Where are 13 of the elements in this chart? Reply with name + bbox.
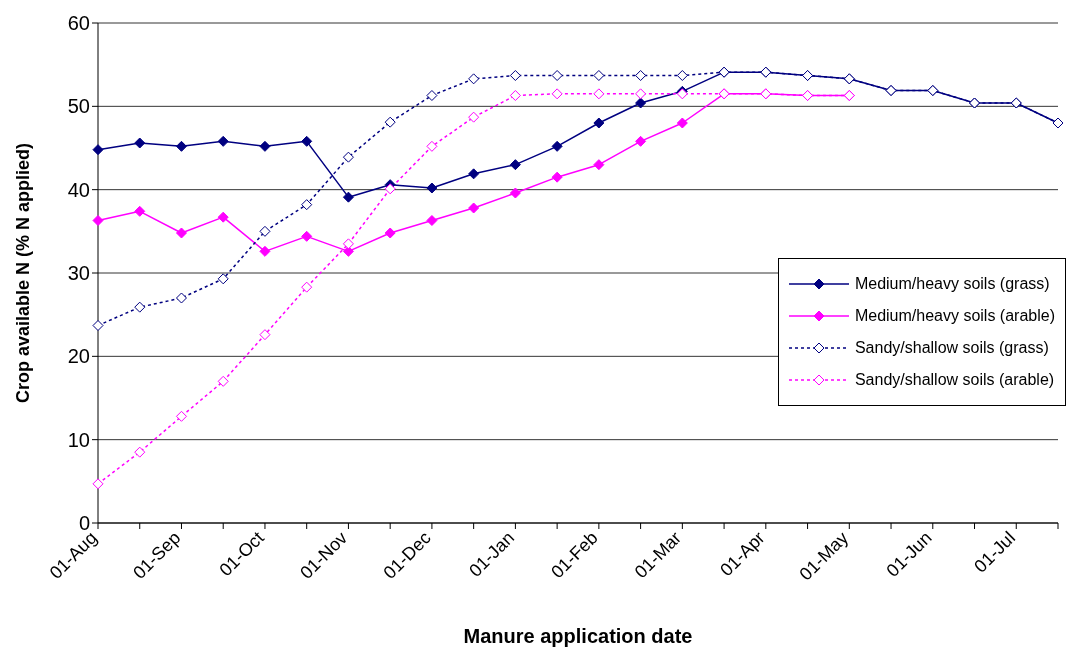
x-axis-title: Manure application date (463, 625, 693, 647)
y-tick-label: 40 (67, 178, 90, 201)
y-tick-label: 20 (67, 345, 90, 368)
y-tick-label: 60 (67, 12, 90, 35)
y-axis-title: Crop available N (% N applied) (13, 142, 34, 404)
y-tick-label: 10 (67, 428, 90, 451)
legend-label: Sandy/shallow soils (arable) (854, 371, 1055, 389)
legend-label: Sandy/shallow soils (grass) (854, 339, 1049, 357)
y-tick-label: 30 (67, 262, 90, 285)
legend-label: Medium/heavy soils (arable) (854, 307, 1055, 325)
y-tick-label: 50 (67, 95, 90, 118)
y-tick-label: 0 (78, 512, 90, 535)
legend-label: Medium/heavy soils (grass) (854, 275, 1050, 293)
